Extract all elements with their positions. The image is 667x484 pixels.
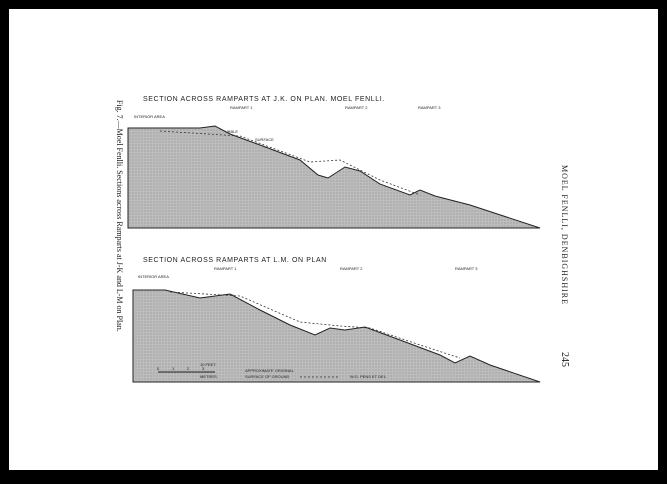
- profile: [127, 125, 541, 229]
- running-head: MOEL FENLLI, DENBIGHSHIRE: [560, 165, 569, 305]
- scale-number: 1: [172, 366, 175, 371]
- section-title: SECTION ACROSS RAMPARTS AT J.K. ON PLAN.…: [143, 96, 385, 103]
- scale-number: 3: [202, 366, 205, 371]
- scale-number: 0: [157, 366, 160, 371]
- original-surface: [159, 130, 421, 196]
- scale-metres: METRES.: [200, 374, 218, 379]
- legend-text: APPROXIMATE ORIGINAL: [245, 368, 295, 373]
- rampart-label: RAMPART 3: [418, 105, 441, 110]
- rampart-label: RAMPART 2: [340, 266, 363, 271]
- side-caption: Fig. 7.—Moel Fenlli. Sections across Ram…: [115, 100, 124, 332]
- page-number: 245: [559, 352, 570, 367]
- paper: [9, 9, 658, 470]
- rubble-label: RUBBLE: [222, 129, 238, 134]
- scale-number: 2: [187, 366, 190, 371]
- interior-label: INTERIOR AREA: [134, 114, 165, 119]
- profile: [132, 289, 541, 383]
- rampart-label: RAMPART 1: [214, 266, 237, 271]
- scale-feet: 10 FEET.: [200, 362, 216, 367]
- surface-label: SURFACE: [255, 137, 274, 142]
- rampart-label: RAMPART 1: [230, 105, 253, 110]
- rampart-label: RAMPART 2: [345, 105, 368, 110]
- credit: W.G. PENS ET DEL.: [350, 374, 387, 379]
- interior-label: INTERIOR AREA: [138, 274, 169, 279]
- rampart-label: RAMPART 3: [455, 266, 478, 271]
- legend-text: SURFACE OF GROUND: [245, 374, 290, 379]
- section-title: SECTION ACROSS RAMPARTS AT L.M. ON PLAN: [143, 257, 327, 264]
